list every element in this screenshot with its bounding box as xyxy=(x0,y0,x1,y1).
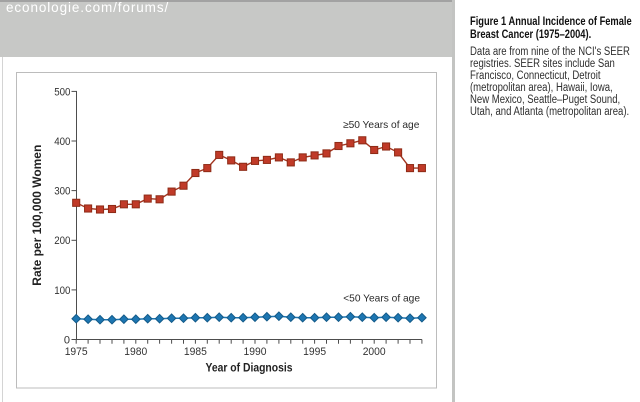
svg-text:Rate per 100,000 Women: Rate per 100,000 Women xyxy=(30,145,44,286)
svg-text:500: 500 xyxy=(54,86,70,98)
svg-text:≥50 Years of age: ≥50 Years of age xyxy=(343,120,420,131)
svg-text:1980: 1980 xyxy=(124,346,147,358)
svg-text:<50 Years of age: <50 Years of age xyxy=(343,293,420,304)
svg-text:1985: 1985 xyxy=(184,346,207,358)
svg-text:1995: 1995 xyxy=(303,346,326,358)
svg-text:0: 0 xyxy=(64,334,70,346)
svg-text:400: 400 xyxy=(54,136,70,148)
svg-text:100: 100 xyxy=(54,285,70,297)
svg-text:1990: 1990 xyxy=(244,346,267,358)
svg-text:200: 200 xyxy=(54,235,70,247)
svg-text:Year of Diagnosis: Year of Diagnosis xyxy=(206,361,293,375)
svg-text:2000: 2000 xyxy=(363,346,386,358)
svg-text:1975: 1975 xyxy=(65,346,88,358)
svg-text:300: 300 xyxy=(54,186,70,198)
